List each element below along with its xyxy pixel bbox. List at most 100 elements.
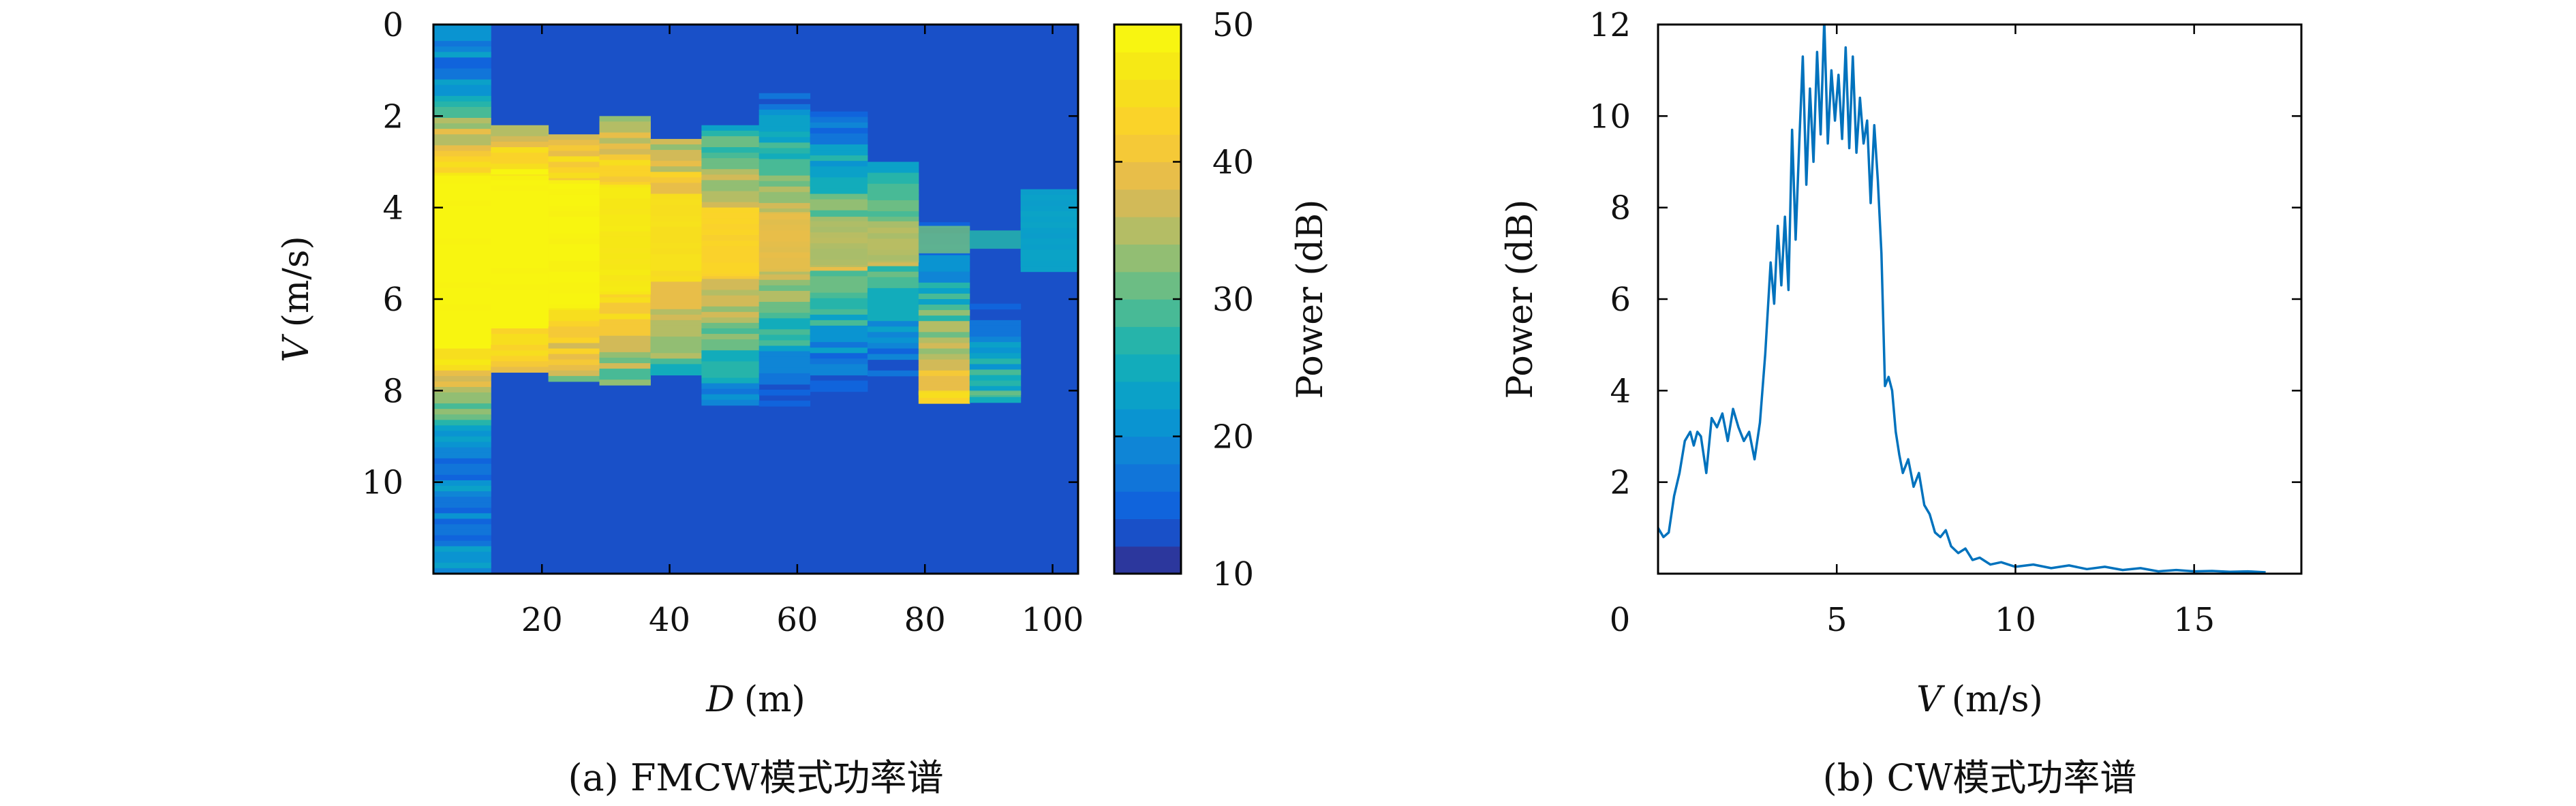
heatmap-cell — [701, 350, 760, 356]
spectrum-x-tick-label: 15 — [2173, 601, 2215, 639]
heatmap-cell — [548, 140, 600, 146]
heatmap-cell — [810, 127, 868, 134]
heatmap-cell — [433, 68, 491, 75]
heatmap-cell — [433, 90, 491, 97]
colorbar-segments — [1114, 25, 1181, 574]
heatmap-cell — [867, 172, 919, 179]
heatmap-cell — [433, 447, 491, 454]
heatmap-cell — [918, 332, 970, 338]
heatmap-cell — [867, 370, 919, 377]
heatmap-cell — [867, 183, 919, 190]
heatmap-panel: 20 40 60 80 100 0 2 4 6 8 10 D (m) V (m/s) (a) FMCW… — [276, 6, 1084, 799]
heatmap-cell — [650, 292, 702, 299]
heatmap-cell — [548, 359, 600, 366]
heatmap-cell — [701, 394, 760, 401]
heatmap-cell — [810, 320, 868, 326]
heatmap-cell — [758, 109, 811, 116]
heatmap-cell — [701, 361, 760, 367]
heatmap-x-tick-label: 60 — [776, 601, 818, 639]
heatmap-cell — [867, 299, 919, 305]
heatmap-cell — [701, 388, 760, 395]
heatmap-y-ticks: 0 2 4 6 8 10 — [362, 6, 1078, 502]
heatmap-cell — [758, 268, 811, 275]
heatmap-cell — [701, 322, 760, 329]
heatmap-cell — [810, 358, 868, 365]
heatmap-x-tick-label: 20 — [521, 601, 563, 639]
heatmap-cell — [433, 156, 491, 162]
heatmap-cell — [758, 126, 811, 132]
heatmap-cell — [969, 380, 1022, 387]
heatmap-cell — [599, 297, 651, 303]
heatmap-cell — [810, 287, 868, 294]
spectrum-x-axis-unit: (m/s) — [1952, 679, 2043, 720]
heatmap-cell — [758, 191, 811, 198]
heatmap-cell — [867, 200, 919, 206]
heatmap-cell — [810, 117, 868, 123]
spectrum-y-tick-label: 12 — [1589, 6, 1631, 44]
heatmap-cell — [867, 211, 919, 217]
heatmap-cell — [810, 314, 868, 321]
heatmap-cell — [918, 288, 970, 294]
heatmap-cell — [433, 145, 491, 151]
heatmap-cell — [918, 337, 970, 343]
heatmap-cell — [650, 314, 702, 321]
heatmap-cell — [433, 25, 491, 31]
heatmap-cell — [650, 358, 702, 365]
heatmap-cell — [701, 180, 760, 186]
spectrum-x-axis-symbol: V — [1916, 679, 1945, 720]
colorbar-segment — [1114, 436, 1181, 465]
heatmap-cell — [701, 174, 760, 181]
heatmap-cell — [969, 375, 1022, 382]
heatmap-cell — [810, 172, 868, 178]
heatmap-cell — [758, 285, 811, 292]
heatmap-cell — [433, 354, 491, 360]
heatmap-cell — [433, 381, 491, 388]
colorbar-segment — [1114, 299, 1181, 327]
heatmap-cell — [810, 210, 868, 217]
heatmap-cell — [433, 123, 491, 129]
heatmap-hot-spot — [548, 180, 600, 309]
heatmap-cell — [810, 380, 868, 387]
heatmap-cell — [969, 342, 1022, 348]
heatmap-cell — [867, 271, 919, 278]
heatmap-cell — [867, 167, 919, 174]
heatmap-cell — [650, 166, 702, 172]
heatmap-cell — [810, 369, 868, 375]
heatmap-cell — [758, 345, 811, 352]
heatmap-cell — [918, 392, 970, 399]
heatmap-cell — [599, 341, 651, 347]
heatmap-cell — [758, 378, 811, 385]
heatmap-cell — [491, 125, 549, 131]
heatmap-cell — [701, 399, 760, 406]
heatmap-hot-spot — [433, 175, 491, 345]
heatmap-y-axis-label: V (m/s) — [276, 236, 317, 362]
heatmap-cell — [701, 185, 760, 191]
heatmap-hot-spot — [650, 193, 702, 281]
heatmap-cell — [918, 398, 970, 404]
heatmap-cell — [491, 345, 549, 351]
heatmap-cell — [599, 170, 651, 177]
heatmap-cell — [491, 141, 549, 148]
heatmap-cell — [650, 298, 702, 305]
heatmap-cell — [810, 265, 868, 271]
heatmap-cell — [758, 313, 811, 319]
heatmap-cells — [433, 25, 1078, 574]
heatmap-hot-spot — [599, 185, 651, 295]
colorbar-segment — [1114, 244, 1181, 273]
heatmap-cell — [758, 153, 811, 159]
heatmap-cell — [491, 169, 549, 175]
heatmap-cell — [433, 41, 491, 47]
heatmap-cell — [433, 118, 491, 124]
heatmap-cell — [918, 365, 970, 371]
heatmap-cell — [918, 321, 970, 327]
heatmap-cell — [918, 375, 970, 382]
heatmap-cell — [810, 111, 868, 118]
heatmap-cell — [599, 363, 651, 369]
heatmap-cell — [433, 409, 491, 415]
heatmap-cell — [433, 436, 491, 443]
heatmap-cell — [599, 379, 651, 386]
heatmap-cell — [599, 324, 651, 331]
heatmap-hot-spot — [969, 390, 1022, 396]
heatmap-cell — [433, 463, 491, 470]
spectrum-x-ticks: 0 5 10 15 — [1610, 25, 2215, 639]
